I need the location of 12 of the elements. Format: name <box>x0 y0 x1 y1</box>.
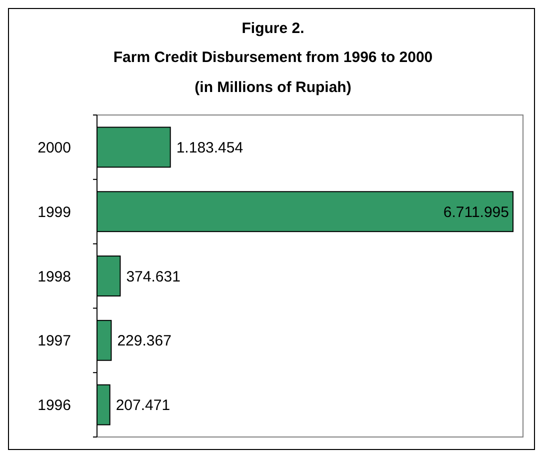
y-tick-label: 1996 <box>38 397 71 414</box>
chart-subtitle: Farm Credit Disbursement from 1996 to 2000 (in Millions of Rupiah) <box>113 49 433 96</box>
y-tick-label: 1998 <box>38 268 71 286</box>
y-tick-label: 1997 <box>38 332 71 350</box>
y-tick-label: 1999 <box>38 204 71 221</box>
data-label: 6.711.995 <box>443 204 509 221</box>
data-label: 374.631 <box>126 268 180 286</box>
data-label: 207.471 <box>116 397 170 414</box>
chart-title: Figure 2. <box>242 20 304 37</box>
y-tick-label: 2000 <box>38 139 71 156</box>
data-label: 229.367 <box>117 332 172 350</box>
data-label: 1.183.454 <box>176 139 244 156</box>
